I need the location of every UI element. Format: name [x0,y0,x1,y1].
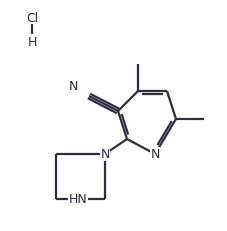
Text: N: N [100,148,109,161]
Text: N: N [150,148,159,161]
Text: Cl: Cl [26,12,38,24]
Text: HN: HN [68,193,87,206]
Text: N: N [68,80,77,93]
Text: H: H [27,35,37,48]
